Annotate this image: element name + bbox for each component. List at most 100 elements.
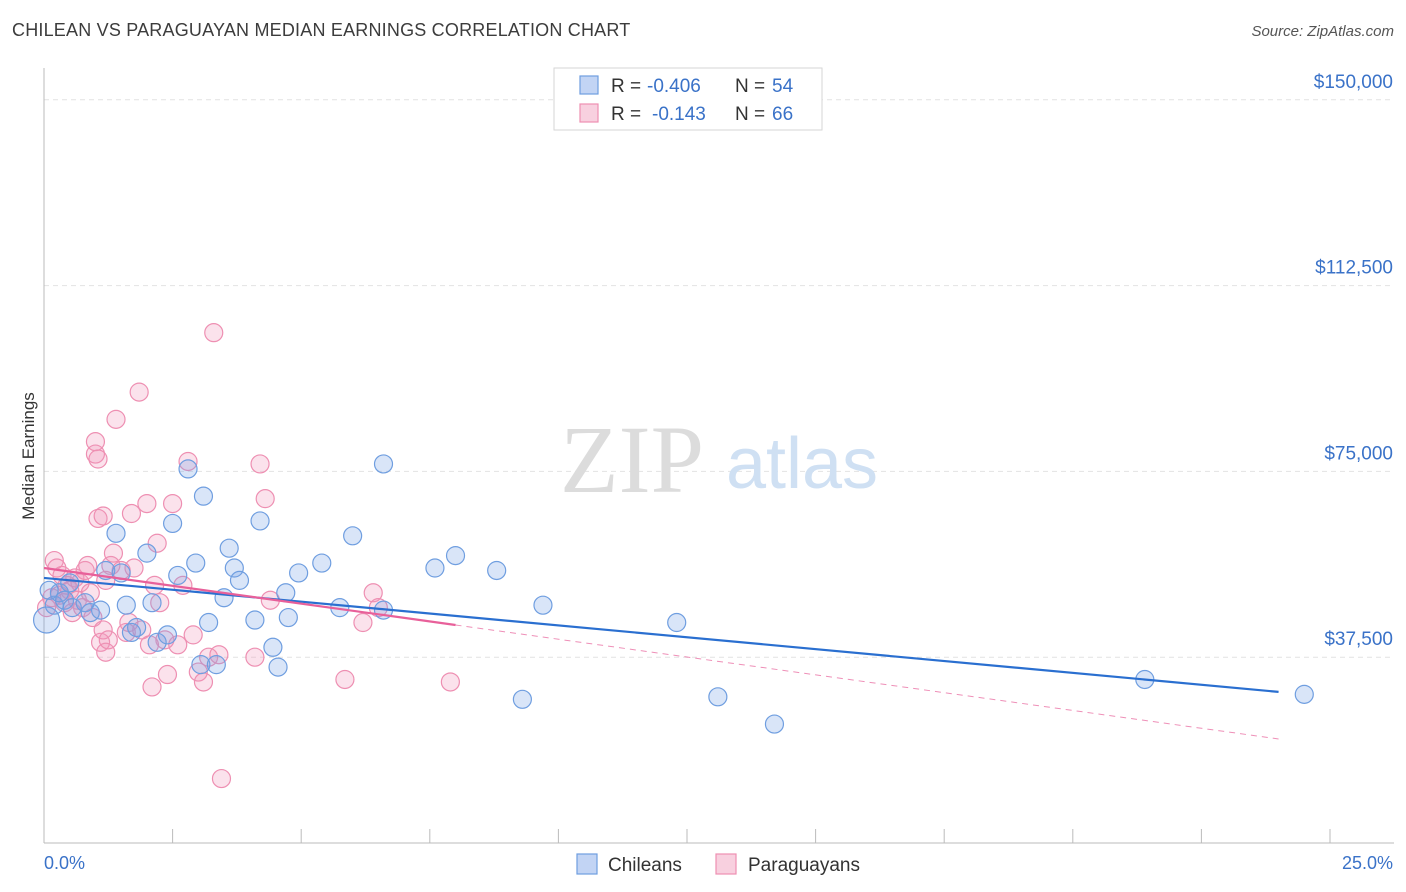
paraguayan-point xyxy=(440,672,460,692)
chilean-point xyxy=(106,523,126,543)
paraguayan-point xyxy=(150,593,170,613)
watermark-zip: ZIP xyxy=(560,406,704,513)
paraguayan-point xyxy=(106,409,126,429)
paraguayan-point xyxy=(178,451,198,472)
chilean-point xyxy=(764,714,785,734)
stats-legend: R = -0.406 N = 54 R = -0.143 N = 66 xyxy=(553,67,823,131)
chileans-trend-line xyxy=(43,576,1279,693)
watermark: ZIP atlas xyxy=(560,406,878,513)
y-tick-label: $112,500 xyxy=(1315,258,1393,279)
chilean-point xyxy=(1294,684,1314,704)
chilean-point xyxy=(186,553,206,573)
x-tick-label: 0.0% xyxy=(44,853,85,873)
chilean-point xyxy=(312,553,332,573)
legend-n-label: N = xyxy=(735,104,765,125)
scatter-points xyxy=(32,323,1314,789)
legend-swatch-paraguayans xyxy=(579,103,599,123)
y-tick-label: $150,000 xyxy=(1314,72,1393,93)
paraguayan-point xyxy=(245,647,265,667)
chilean-point xyxy=(425,558,445,578)
paraguayan-point xyxy=(129,382,149,402)
y-tick-labels: $37,500 $75,000 $112,500 $150,000 xyxy=(1314,72,1393,650)
chilean-point xyxy=(289,563,309,583)
paraguayan-point xyxy=(103,543,124,563)
paraguayan-point xyxy=(193,672,214,692)
chilean-point xyxy=(533,595,553,615)
chilean-point xyxy=(90,600,111,620)
chilean-point xyxy=(708,687,728,707)
paraguayan-point xyxy=(142,677,162,697)
chilean-point xyxy=(168,565,188,586)
paraguayan-point xyxy=(98,630,118,650)
bottom-legend-swatch-paraguayans xyxy=(715,853,737,875)
chilean-point xyxy=(54,590,75,610)
paraguayan-point xyxy=(163,493,183,514)
chilean-point xyxy=(137,543,157,563)
paraguayan-point xyxy=(90,632,111,652)
chart-title: CHILEAN VS PARAGUAYAN MEDIAN EARNINGS CO… xyxy=(12,20,631,40)
paraguayan-point xyxy=(121,503,142,524)
chilean-point xyxy=(39,580,59,600)
chilean-point xyxy=(445,546,466,566)
chilean-point xyxy=(126,617,147,638)
y-axis-title: Median Earnings xyxy=(19,392,38,520)
source-label: Source: ZipAtlas.com xyxy=(1251,23,1394,40)
stats-legend-box xyxy=(553,67,823,131)
chilean-point xyxy=(512,689,532,709)
chilean-point xyxy=(157,625,178,645)
legend-n-chileans: 54 xyxy=(772,76,794,97)
legend-n-label: N = xyxy=(735,76,765,97)
paraguayan-point xyxy=(183,625,203,645)
chilean-point xyxy=(147,632,167,652)
paraguayan-point xyxy=(255,489,275,509)
paraguayan-point xyxy=(88,508,108,529)
paraguayan-point xyxy=(96,642,116,662)
paraguayan-point xyxy=(139,635,160,655)
paraguayan-point xyxy=(144,575,165,595)
paraguayan-point xyxy=(83,607,103,628)
paraguayan-point xyxy=(124,558,144,578)
chilean-point xyxy=(75,593,95,613)
paraguayan-point xyxy=(85,432,106,452)
trend-lines xyxy=(43,566,1279,740)
chilean-point xyxy=(268,657,288,677)
chilean-point xyxy=(206,655,226,675)
chilean-point xyxy=(116,595,136,615)
chilean-point xyxy=(163,513,183,534)
chilean-point xyxy=(62,598,82,618)
x-tick-label: 25.0% xyxy=(1342,853,1393,873)
paraguayan-point xyxy=(363,583,383,603)
paraguayan-point xyxy=(137,493,157,514)
series-legend: Chileans Paraguayans xyxy=(576,853,860,876)
bottom-legend-paraguayans: Paraguayans xyxy=(748,855,860,876)
chilean-point xyxy=(224,558,244,578)
bottom-legend-chileans: Chileans xyxy=(608,855,682,876)
legend-r-label: R = xyxy=(611,104,641,125)
paraguayan-point xyxy=(335,669,355,690)
chilean-point xyxy=(667,612,687,633)
legend-r-paraguayans: -0.143 xyxy=(652,104,706,125)
legend-swatch-chileans xyxy=(579,75,599,95)
chilean-point xyxy=(142,593,162,613)
paraguayan-point xyxy=(353,612,373,633)
chilean-point xyxy=(191,655,211,675)
chilean-point xyxy=(219,538,239,558)
gridlines xyxy=(44,99,1394,658)
paraguayan-point xyxy=(168,635,188,655)
chilean-point xyxy=(60,573,80,593)
axes xyxy=(43,68,1394,844)
paraguayan-point xyxy=(204,323,224,343)
chilean-point xyxy=(373,454,394,474)
chilean-point xyxy=(199,612,219,633)
watermark-atlas: atlas xyxy=(726,424,878,504)
paraguayan-point xyxy=(157,664,178,685)
legend-r-chileans: -0.406 xyxy=(647,76,701,97)
paraguayan-point xyxy=(155,630,175,650)
paraguayan-point xyxy=(93,506,113,526)
paraguayan-point xyxy=(93,620,113,640)
chilean-point xyxy=(245,610,265,630)
legend-r-label: R = xyxy=(611,76,641,97)
chilean-point xyxy=(193,486,214,506)
chilean-point xyxy=(250,511,270,531)
